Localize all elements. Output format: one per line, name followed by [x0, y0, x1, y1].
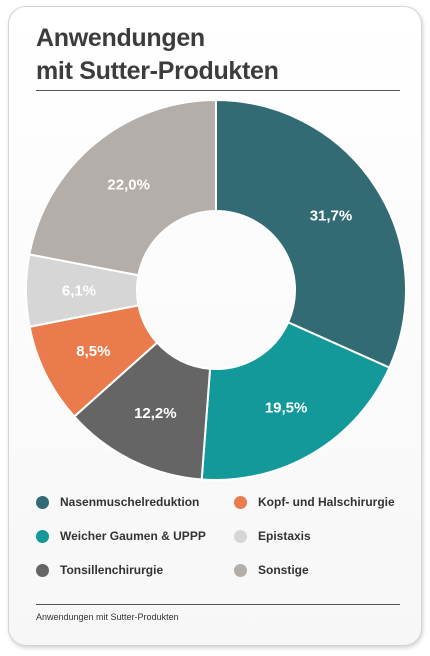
legend-swatch — [234, 529, 247, 543]
slice-value-label: 6,1% — [62, 282, 96, 299]
slice-value-label: 31,7% — [310, 208, 353, 225]
donut-slice-sonstige — [28, 98, 217, 277]
legend-swatch — [36, 529, 49, 543]
legend-item-nasenmuschelreduktion: Nasenmuschelreduktion — [36, 492, 199, 512]
caption-divider — [36, 604, 400, 605]
slice-value-label: 8,5% — [76, 343, 110, 360]
legend-label: Epistaxis — [258, 529, 311, 543]
legend-swatch — [234, 563, 247, 577]
slice-value-label: 19,5% — [265, 400, 308, 417]
legend-label: Kopf- und Halschirurgie — [258, 495, 395, 509]
legend-item-weicher-gaumen: Weicher Gaumen & UPPP — [36, 526, 206, 546]
legend-label: Weicher Gaumen & UPPP — [60, 529, 206, 543]
legend-swatch — [36, 563, 49, 577]
donut-slice-nasenmuschelreduktion — [215, 98, 407, 369]
slice-value-label: 12,2% — [134, 405, 177, 422]
legend-label: Tonsillenchirurgie — [60, 563, 164, 577]
legend-item-epistaxis: Epistaxis — [234, 526, 311, 546]
chart-caption: Anwendungen mit Sutter-Produkten — [36, 612, 179, 622]
page-title: Anwendungen mit Sutter-Produkten — [36, 22, 279, 88]
legend-item-kopf-und-halschirurgie: Kopf- und Halschirurgie — [234, 492, 395, 512]
donut-slice-weicher-gaumen-uppp — [200, 320, 391, 481]
title-divider — [36, 90, 400, 91]
legend-swatch — [234, 495, 247, 509]
title-line-2: mit Sutter-Produkten — [36, 57, 279, 85]
legend-item-sonstige: Sonstige — [234, 560, 309, 580]
legend-swatch — [36, 495, 49, 509]
slice-value-label: 22,0% — [107, 176, 150, 193]
legend-label: Nasenmuschelreduktion — [60, 495, 200, 509]
title-line-1: Anwendungen — [36, 24, 205, 52]
legend-item-tonsillenchirurgie: Tonsillenchirurgie — [36, 560, 163, 580]
legend-label: Sonstige — [258, 563, 309, 577]
